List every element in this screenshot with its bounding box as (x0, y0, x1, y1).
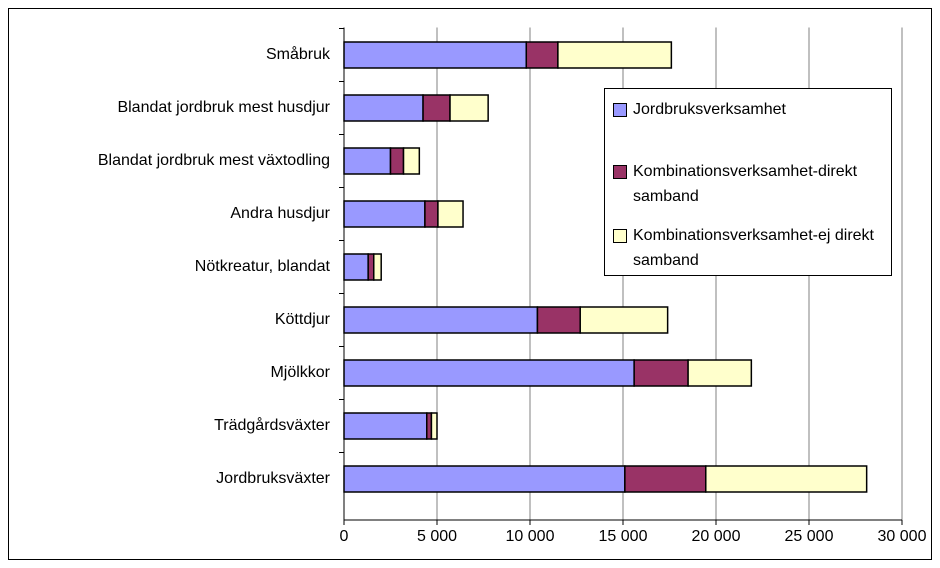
bar-segment (343, 465, 626, 493)
bar-segment (430, 412, 438, 440)
y-tick-label: Andra husdjur (230, 205, 330, 222)
legend: Jordbruksverksamhet Kombinationsverksamhe… (604, 88, 892, 276)
bar-segment (624, 465, 707, 493)
bar-segment (343, 306, 539, 334)
legend-label: Kombinationsverksamhet-ej direkt samband (633, 227, 874, 269)
bar-segment (422, 94, 451, 122)
legend-swatch (613, 103, 627, 117)
bar-segment (402, 147, 421, 175)
y-tick-label: Blandat jordbruk mest husdjur (117, 99, 330, 116)
bar-segment (424, 200, 439, 228)
legend-label: Jordbruksverksamhet (633, 101, 786, 118)
x-tick-label: 0 (340, 528, 349, 545)
bar-segment (343, 41, 528, 69)
y-tick-label: Jordbruksväxter (216, 470, 330, 487)
x-tick-label: 15 000 (599, 528, 648, 545)
x-tick-label: 25 000 (785, 528, 834, 545)
bar-segment (705, 465, 868, 493)
bar-segment (557, 41, 673, 69)
y-tick-label: Blandat jordbruk mest växtodling (98, 152, 330, 169)
legend-item: Kombinationsverksamhet-direkt samband (613, 159, 891, 209)
x-tick-label: 30 000 (878, 528, 927, 545)
bar-segment (373, 253, 382, 281)
legend-swatch (613, 229, 627, 243)
legend-label: Kombinationsverksamhet-direkt samband (633, 163, 858, 205)
bar-segment (343, 359, 635, 387)
bar-segment (687, 359, 753, 387)
y-tick-label: Trädgårdsväxter (214, 416, 331, 434)
y-tick-label: Mjölkkor (270, 364, 330, 381)
bar-segment (437, 200, 464, 228)
y-tick-label: Köttdjur (275, 311, 331, 328)
bar-segment (525, 41, 559, 69)
bar-segment (389, 147, 405, 175)
bar-segment (343, 200, 426, 228)
legend-swatch (613, 165, 627, 179)
y-tick-label: Småbruk (266, 45, 331, 63)
bar-segment (536, 306, 581, 334)
legend-item: Kombinationsverksamhet-ej direkt samband (613, 223, 891, 273)
x-tick-label: 5 000 (417, 528, 457, 545)
bar-segment (343, 147, 392, 175)
legend-item: Jordbruksverksamhet (613, 97, 891, 122)
bar-segment (579, 306, 669, 334)
y-tick-label: Nötkreatur, blandat (195, 258, 331, 275)
x-tick-label: 20 000 (692, 528, 741, 545)
bar-segment (633, 359, 689, 387)
bar-segment (343, 253, 369, 281)
bar-segment (367, 253, 375, 281)
bar-segment (449, 94, 489, 122)
bar-segment (343, 94, 424, 122)
x-tick-label: 10 000 (506, 528, 555, 545)
bar-segment (343, 412, 428, 440)
